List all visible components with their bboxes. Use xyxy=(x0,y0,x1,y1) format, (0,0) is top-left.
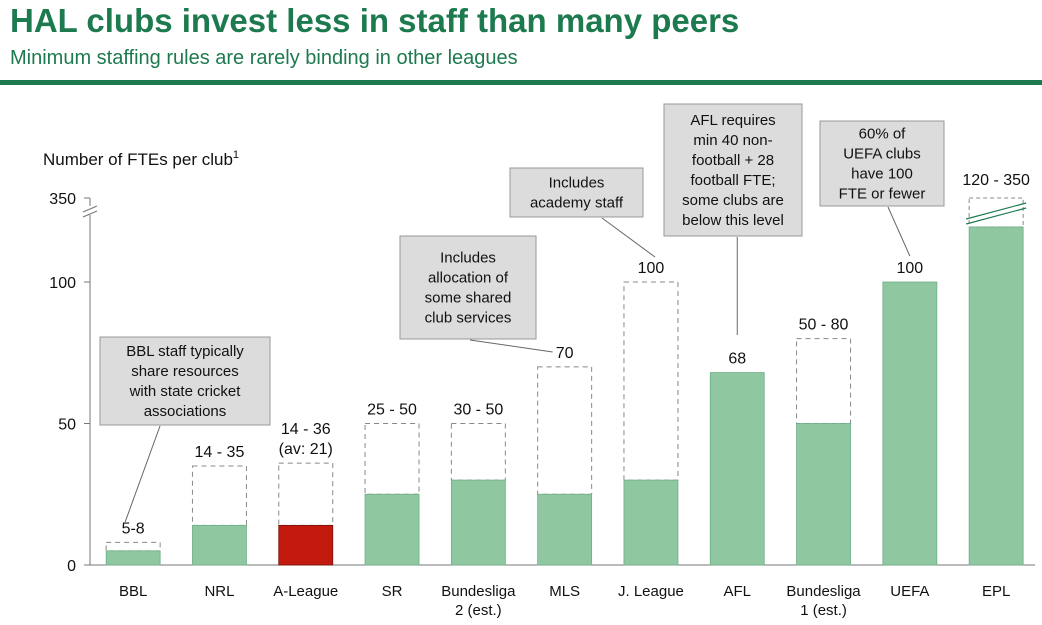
annotation-text: club services xyxy=(425,310,512,327)
bar-range-outline xyxy=(450,423,506,481)
annotation-text: Includes xyxy=(549,175,605,192)
data-label: 50 - 80 xyxy=(799,317,849,334)
annotation-box xyxy=(399,235,537,340)
bar xyxy=(968,226,1024,566)
y-tick-label: 50 xyxy=(58,417,76,434)
annotation-leader-line xyxy=(124,425,161,523)
x-tick-label: UEFA xyxy=(890,583,929,600)
x-tick-label: J. League xyxy=(618,583,684,600)
annotation-text: some shared xyxy=(425,290,512,307)
axis-break-mark xyxy=(82,205,98,213)
bar xyxy=(278,524,334,566)
annotation-text: share resources xyxy=(131,363,239,380)
annotation-leader-line xyxy=(469,339,553,353)
bar xyxy=(192,524,247,566)
x-tick-label: 2 (est.) xyxy=(455,602,502,619)
annotation-text: AFL requires xyxy=(690,112,775,129)
x-tick-label: SR xyxy=(382,583,403,600)
annotation-box xyxy=(663,103,803,237)
annotation-text: below this level xyxy=(682,212,784,229)
annotation-text: UEFA clubs xyxy=(843,146,921,163)
annotation-text: with state cricket xyxy=(129,383,242,400)
bar-range-outline xyxy=(105,541,161,552)
x-tick-label: BBL xyxy=(119,583,147,600)
bar-range-outline xyxy=(278,462,334,526)
y-tick-label: 350 xyxy=(49,191,76,208)
y-axis-label-superscript: 1 xyxy=(233,149,239,161)
annotation-text: allocation of xyxy=(428,270,509,287)
annotation-text: football FTE; xyxy=(690,172,775,189)
data-label: 14 - 35 xyxy=(195,444,245,461)
x-tick-label: EPL xyxy=(982,583,1010,600)
bar xyxy=(537,493,593,566)
bar-break-mark xyxy=(965,202,1027,220)
bar-range-outline xyxy=(537,366,593,495)
annotation-text: some clubs are xyxy=(682,192,784,209)
annotation-leader-line xyxy=(601,217,656,258)
data-label: 100 xyxy=(896,260,923,277)
x-tick-label: AFL xyxy=(723,583,751,600)
x-tick-label: Bundesliga xyxy=(786,583,861,600)
bar-range-outline xyxy=(796,338,852,425)
bar-range-outline xyxy=(191,465,247,526)
annotation-box xyxy=(819,120,945,207)
y-tick-label: 100 xyxy=(49,275,76,292)
data-label: 68 xyxy=(728,351,746,368)
bar xyxy=(796,423,851,566)
bar-break-mark xyxy=(965,207,1027,225)
bar-range-outline xyxy=(364,423,420,495)
page-title: HAL clubs invest less in staff than many… xyxy=(10,2,740,39)
data-label: 30 - 50 xyxy=(453,402,503,419)
annotation-leader-line xyxy=(887,206,911,257)
annotation-text: associations xyxy=(144,403,227,420)
data-label: 14 - 36 xyxy=(281,421,331,438)
bar xyxy=(623,479,679,566)
bar xyxy=(364,493,420,566)
data-label: 70 xyxy=(556,345,574,362)
annotation-text: football + 28 xyxy=(692,152,774,169)
page-subtitle: Minimum staffing rules are rarely bindin… xyxy=(10,47,518,69)
bar xyxy=(105,550,161,566)
annotation-text: Includes xyxy=(440,250,496,267)
data-label: 120 - 350 xyxy=(962,172,1030,189)
x-tick-label: A-League xyxy=(273,583,338,600)
header-divider xyxy=(0,80,1042,85)
bar xyxy=(882,281,938,566)
annotation-text: BBL staff typically xyxy=(126,343,244,360)
x-tick-label: Bundesliga xyxy=(441,583,516,600)
x-tick-label: 1 (est.) xyxy=(800,602,847,619)
bar xyxy=(450,479,506,566)
data-label: 25 - 50 xyxy=(367,402,417,419)
bar-range-outline xyxy=(968,197,1024,228)
bar-range-outline xyxy=(623,281,679,481)
annotation-text: min 40 non- xyxy=(693,132,772,149)
y-tick-label: 0 xyxy=(67,558,76,575)
annotation-text: FTE or fewer xyxy=(839,186,926,203)
annotation-text: 60% of xyxy=(859,126,907,143)
axis-break-mark xyxy=(82,210,98,218)
x-tick-label: NRL xyxy=(204,583,234,600)
x-tick-label: MLS xyxy=(549,583,580,600)
data-label: 5-8 xyxy=(122,520,145,537)
data-label: 100 xyxy=(638,260,665,277)
annotation-text: academy staff xyxy=(530,195,624,212)
y-axis-label: Number of FTEs per club1 xyxy=(43,149,239,169)
data-label: (av: 21) xyxy=(279,441,333,458)
bar xyxy=(709,372,765,566)
annotation-box xyxy=(509,167,644,218)
annotation-box xyxy=(99,336,271,426)
annotation-text: have 100 xyxy=(851,166,913,183)
